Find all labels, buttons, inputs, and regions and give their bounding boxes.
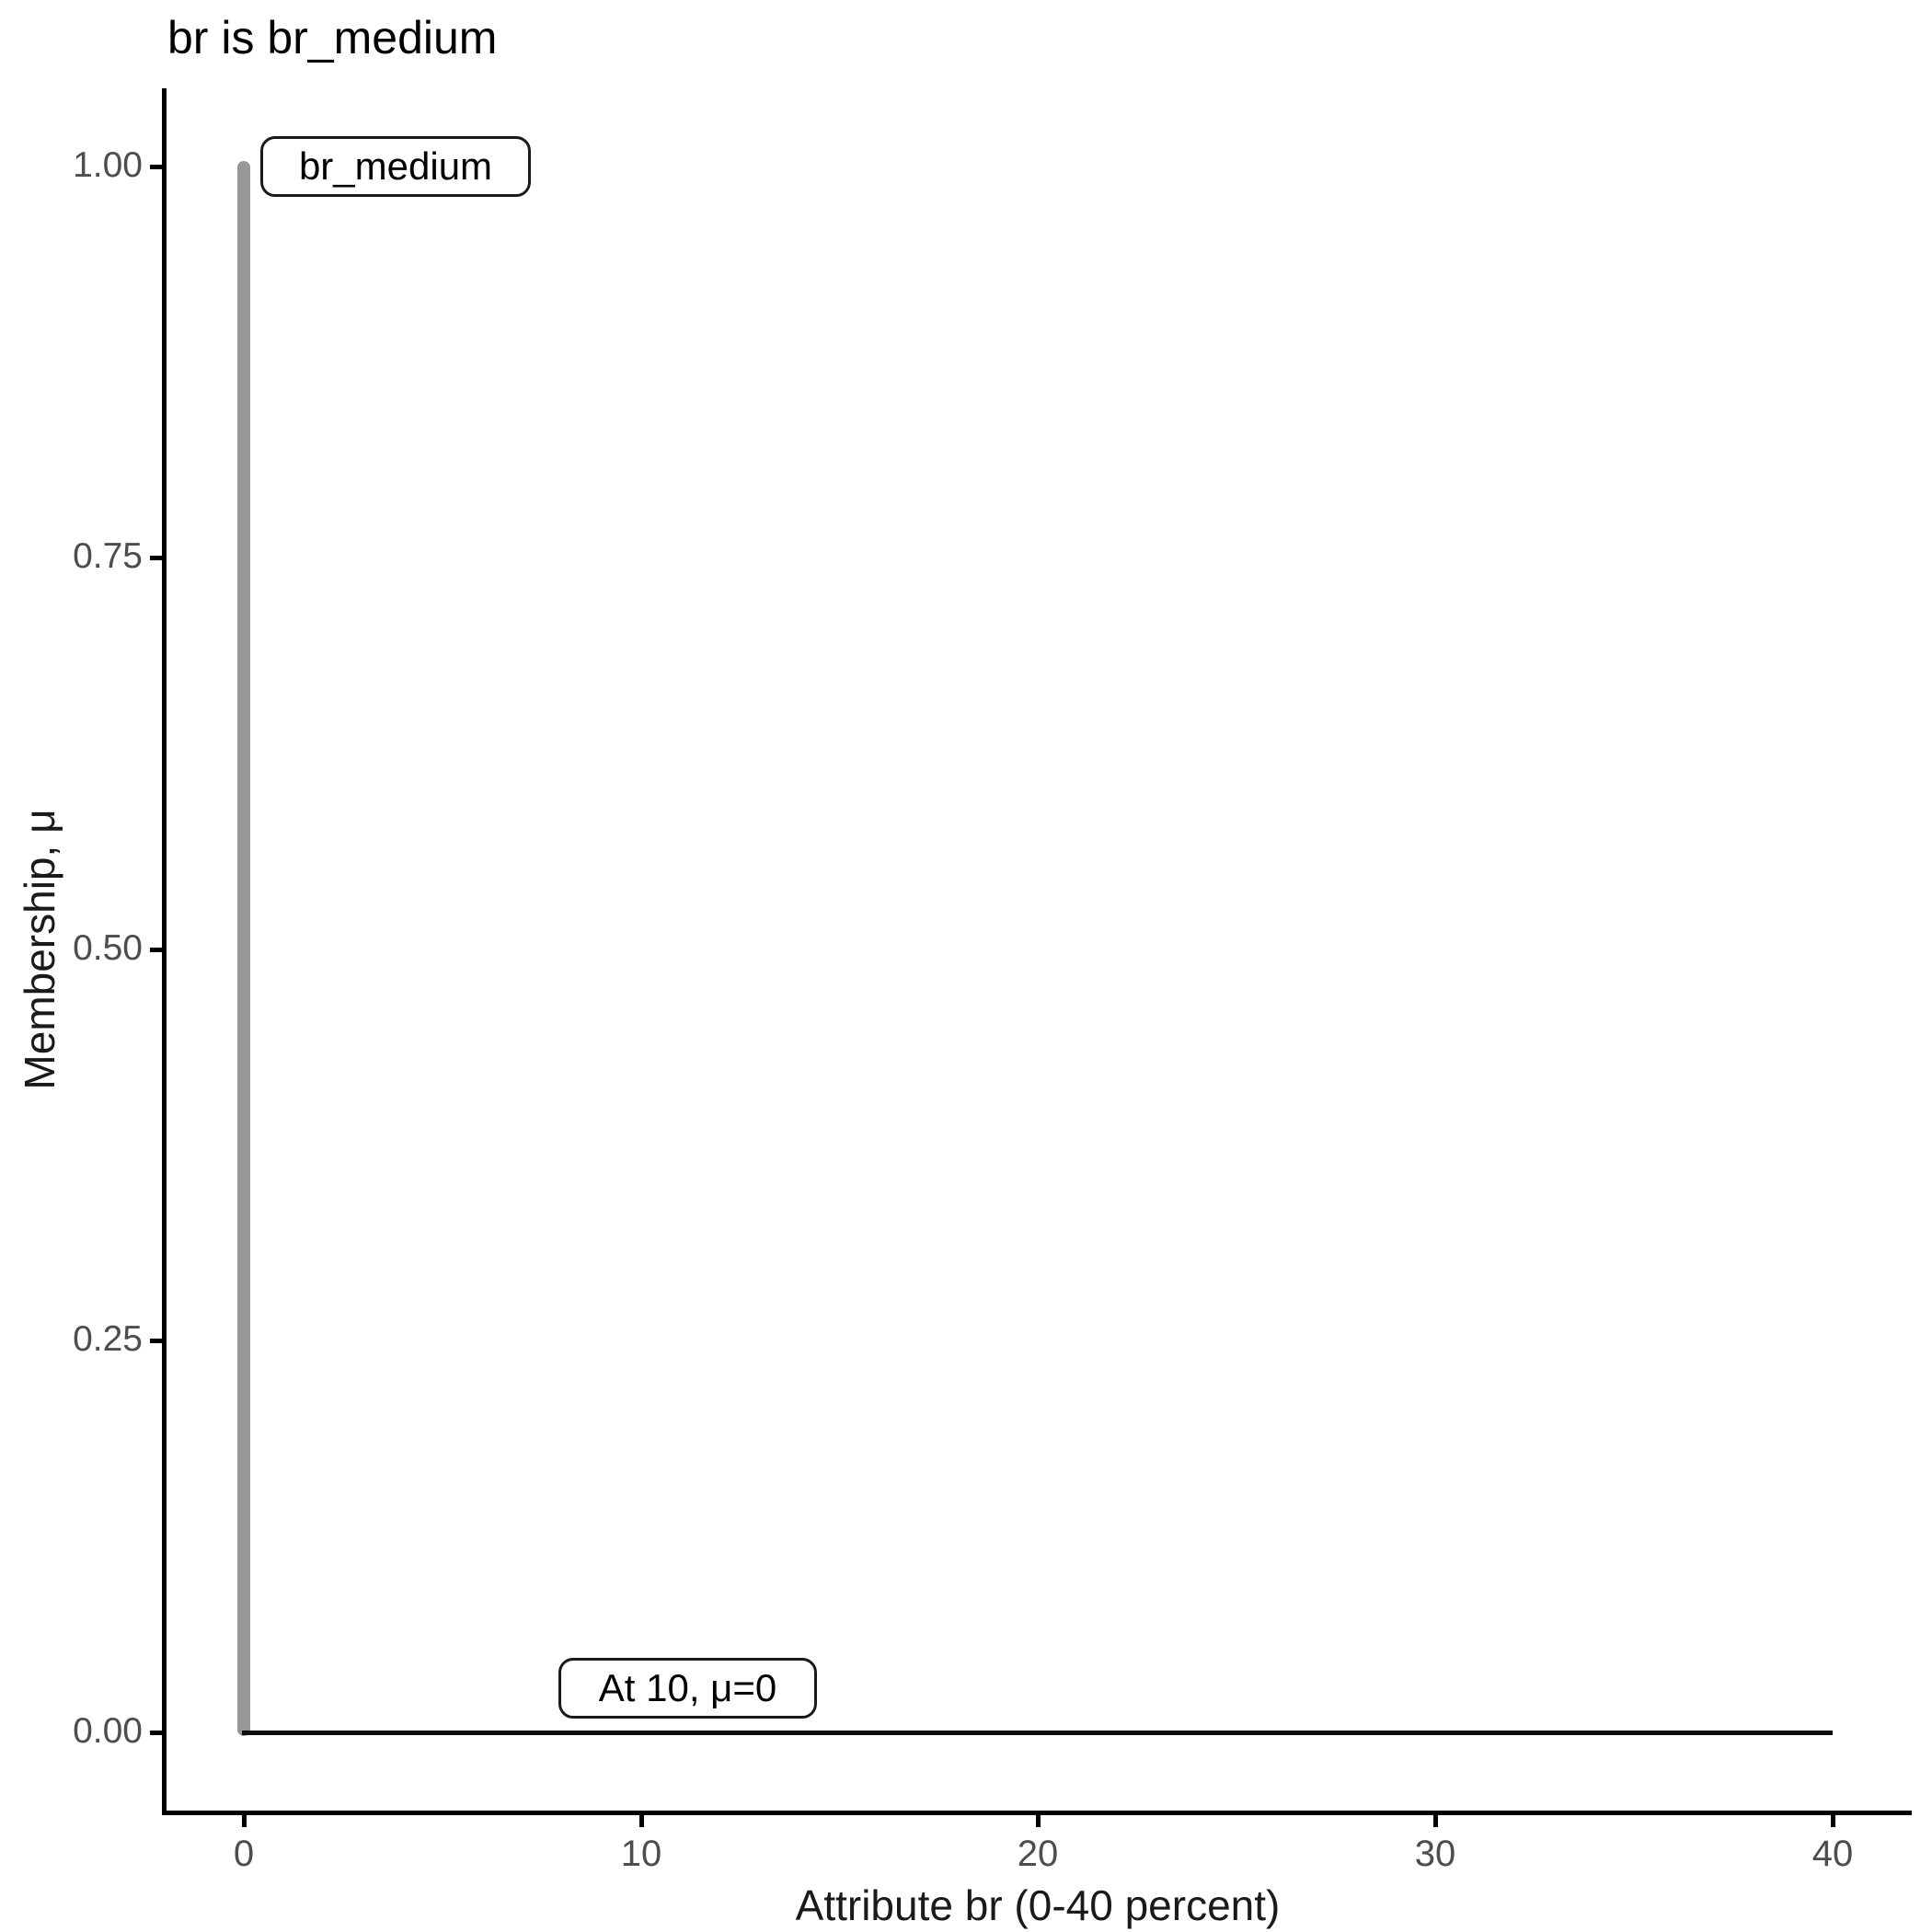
y-axis-title: Membership, μ: [16, 809, 63, 1090]
y-tick-label-0.00: 0.00: [73, 1711, 143, 1751]
x-tick-label-10: 10: [620, 1834, 662, 1874]
y-tick-label-0.50: 0.50: [73, 928, 143, 968]
x-tick-mark-40: [1831, 1815, 1835, 1827]
x-tick-label-30: 30: [1414, 1834, 1456, 1874]
x-tick-mark-30: [1433, 1815, 1438, 1827]
y-axis-line: [162, 88, 167, 1815]
x-tick-mark-0: [242, 1815, 247, 1827]
y-tick-label-0.75: 0.75: [73, 536, 143, 576]
label-box-at-10: At 10, μ=0: [558, 1658, 817, 1719]
y-tick-mark-0.50: [150, 948, 163, 952]
x-tick-label-0: 0: [233, 1834, 255, 1874]
label-box-br-medium: br_medium: [260, 136, 531, 197]
membership-spike-line: [237, 161, 250, 1736]
y-tick-mark-0.25: [150, 1339, 163, 1343]
chart-title: br is br_medium: [167, 12, 498, 63]
y-tick-label-0.25: 0.25: [73, 1319, 143, 1359]
x-tick-label-40: 40: [1811, 1834, 1854, 1874]
label-box-at-10-text: At 10, μ=0: [598, 1666, 777, 1709]
zero-membership-line: [242, 1731, 1833, 1735]
x-tick-mark-20: [1036, 1815, 1041, 1827]
x-tick-label-20: 20: [1017, 1834, 1059, 1874]
y-tick-mark-0.00: [150, 1731, 163, 1735]
x-tick-mark-10: [639, 1815, 644, 1827]
y-tick-label-1.00: 1.00: [73, 145, 143, 185]
label-box-br-medium-text: br_medium: [298, 144, 493, 188]
y-tick-mark-0.75: [150, 556, 163, 560]
x-axis-line: [162, 1811, 1912, 1815]
x-axis-title: Attribute br (0-40 percent): [795, 1881, 1281, 1929]
y-tick-mark-1.00: [150, 165, 163, 169]
